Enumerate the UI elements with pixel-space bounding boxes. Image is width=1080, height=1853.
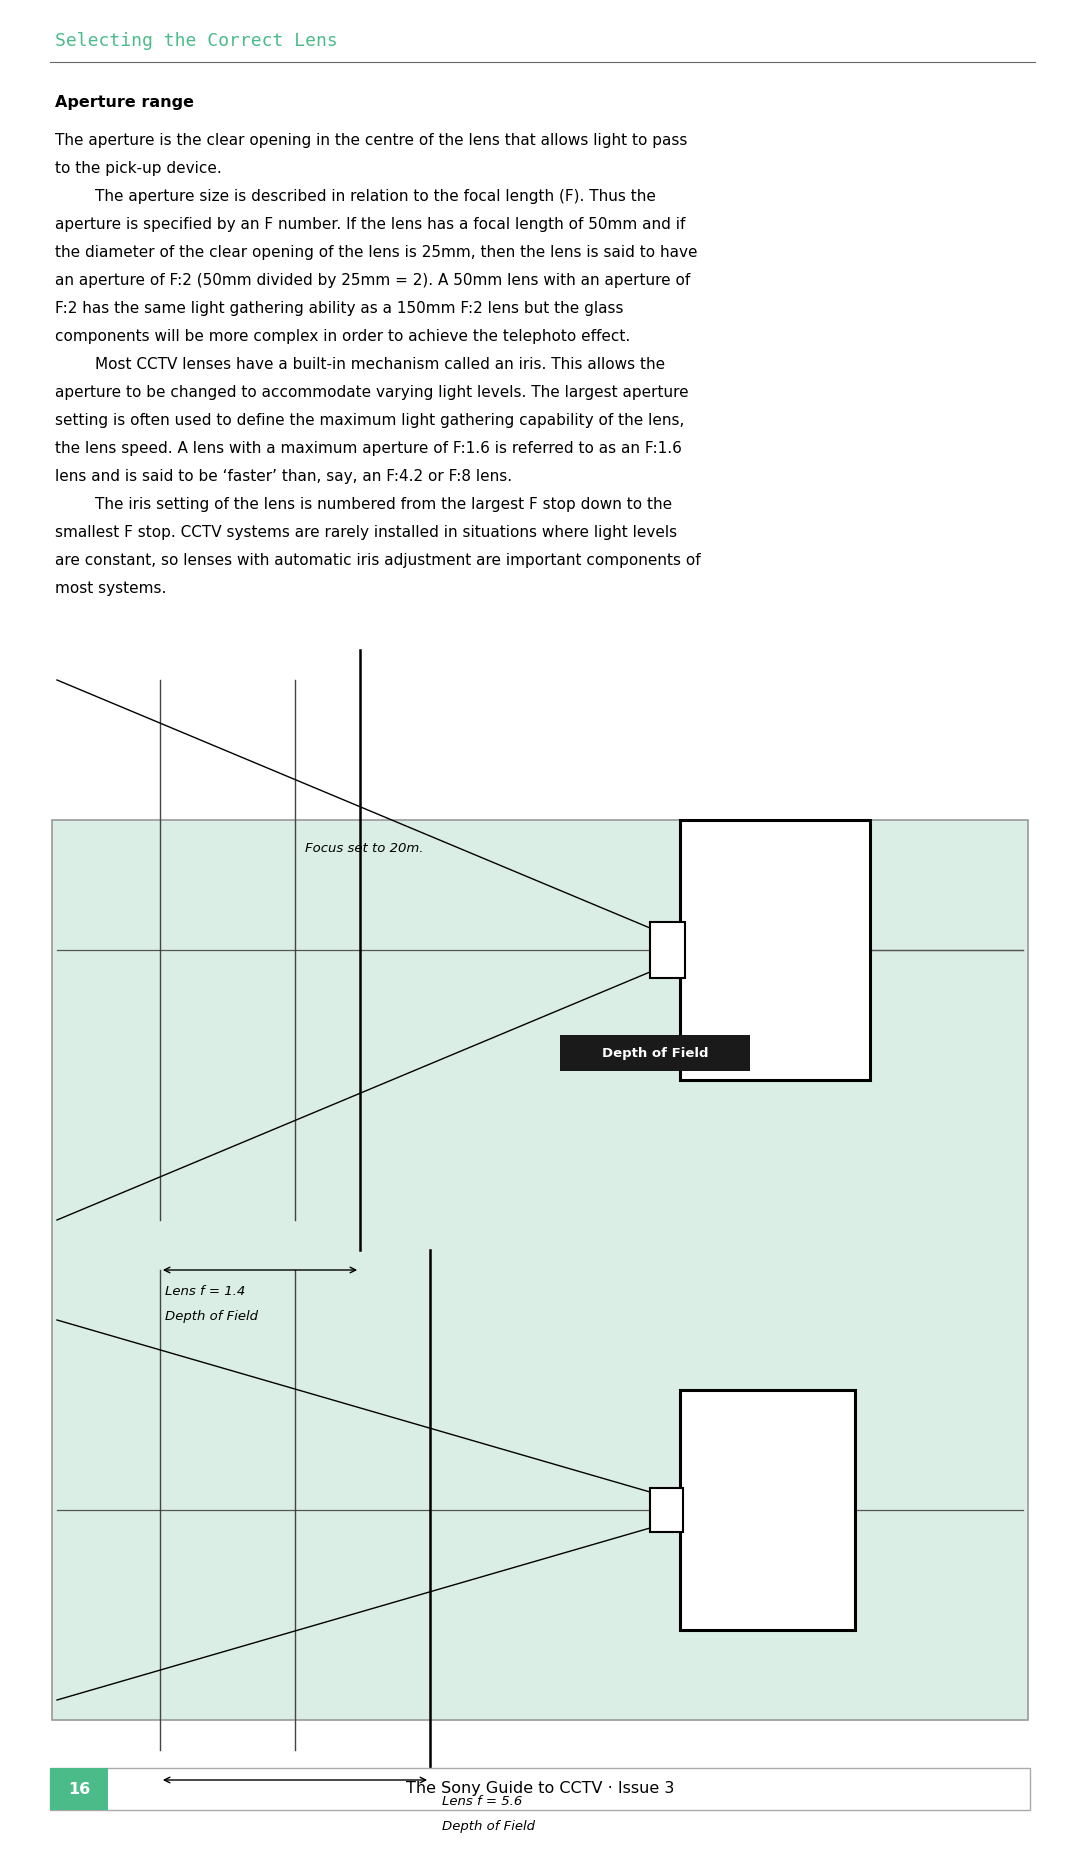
Text: aperture is specified by an F number. If the lens has a focal length of 50mm and: aperture is specified by an F number. If… xyxy=(55,217,686,232)
Text: components will be more complex in order to achieve the telephoto effect.: components will be more complex in order… xyxy=(55,330,631,345)
Text: most systems.: most systems. xyxy=(55,582,166,597)
Bar xyxy=(650,1488,683,1532)
Text: Focus set to 20m.: Focus set to 20m. xyxy=(305,841,423,854)
Text: are constant, so lenses with automatic iris adjustment are important components : are constant, so lenses with automatic i… xyxy=(55,552,701,569)
Text: Lens f = 1.4: Lens f = 1.4 xyxy=(165,1284,245,1297)
Text: lens and is said to be ‘faster’ than, say, an F:4.2 or F:8 lens.: lens and is said to be ‘faster’ than, sa… xyxy=(55,469,512,484)
Text: setting is often used to define the maximum light gathering capability of the le: setting is often used to define the maxi… xyxy=(55,413,685,428)
Text: F:2 has the same light gathering ability as a 150mm F:2 lens but the glass: F:2 has the same light gathering ability… xyxy=(55,300,623,317)
Text: The Sony Guide to CCTV · Issue 3: The Sony Guide to CCTV · Issue 3 xyxy=(406,1781,674,1797)
Text: Lens f = 5.6: Lens f = 5.6 xyxy=(442,1796,523,1809)
Text: smallest F stop. CCTV systems are rarely installed in situations where light lev: smallest F stop. CCTV systems are rarely… xyxy=(55,524,677,539)
Bar xyxy=(561,1036,750,1071)
Text: 16: 16 xyxy=(68,1781,90,1797)
Text: Depth of Field: Depth of Field xyxy=(602,1047,708,1060)
Bar xyxy=(52,821,1028,1720)
Text: The iris setting of the lens is numbered from the largest F stop down to the: The iris setting of the lens is numbered… xyxy=(95,497,672,511)
Text: aperture to be changed to accommodate varying light levels. The largest aperture: aperture to be changed to accommodate va… xyxy=(55,385,689,400)
Text: Aperture range: Aperture range xyxy=(55,95,194,109)
Bar xyxy=(650,923,685,978)
Text: Selecting the Correct Lens: Selecting the Correct Lens xyxy=(55,32,338,50)
Bar xyxy=(50,1768,108,1810)
Text: the lens speed. A lens with a maximum aperture of F:1.6 is referred to as an F:1: the lens speed. A lens with a maximum ap… xyxy=(55,441,681,456)
Bar xyxy=(680,821,870,1080)
Text: Depth of Field: Depth of Field xyxy=(442,1820,535,1833)
Text: the diameter of the clear opening of the lens is 25mm, then the lens is said to : the diameter of the clear opening of the… xyxy=(55,245,698,259)
Text: The aperture size is described in relation to the focal length (F). Thus the: The aperture size is described in relati… xyxy=(95,189,656,204)
Bar xyxy=(680,1390,855,1631)
Text: Depth of Field: Depth of Field xyxy=(165,1310,258,1323)
Bar xyxy=(50,1768,1030,1810)
Text: The aperture is the clear opening in the centre of the lens that allows light to: The aperture is the clear opening in the… xyxy=(55,133,687,148)
Text: Most CCTV lenses have a built-in mechanism called an iris. This allows the: Most CCTV lenses have a built-in mechani… xyxy=(95,358,665,372)
Text: an aperture of F:2 (50mm divided by 25mm = 2). A 50mm lens with an aperture of: an aperture of F:2 (50mm divided by 25mm… xyxy=(55,272,690,287)
Text: to the pick-up device.: to the pick-up device. xyxy=(55,161,221,176)
